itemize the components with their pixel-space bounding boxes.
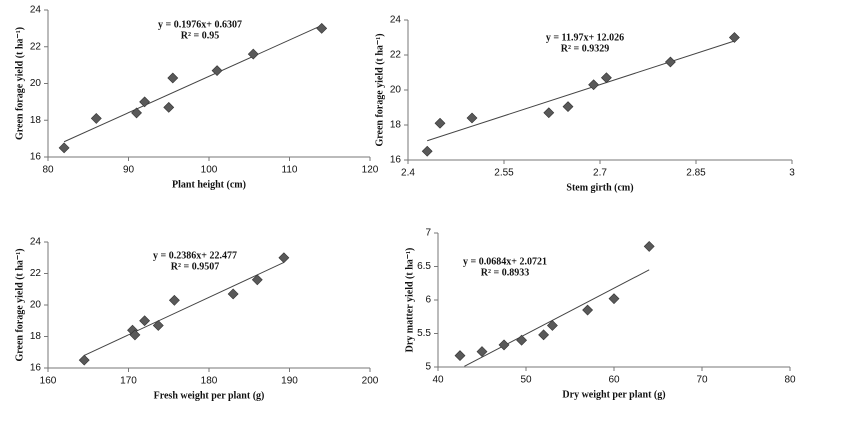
y-tick-label: 24	[390, 15, 402, 26]
y-tick-label: 16	[30, 363, 42, 374]
data-point	[454, 350, 466, 362]
data-point	[421, 145, 433, 157]
annotation: R² = 0.95	[181, 30, 219, 41]
data-point	[608, 293, 620, 305]
x-tick-label: 2.4	[401, 168, 415, 179]
data-point	[168, 294, 180, 306]
data-point	[278, 252, 290, 264]
y-axis-label: Green forage yield (t ha⁻¹)	[14, 27, 25, 140]
x-tick-label: 2.7	[593, 168, 607, 179]
y-tick-label: 24	[30, 5, 42, 16]
annotation: y = 0.0684x+ 2.0721	[463, 256, 547, 267]
data-point	[247, 48, 259, 60]
data-point	[131, 107, 142, 119]
data-point	[664, 56, 676, 68]
x-axis-label: Fresh weight per plant (g)	[154, 390, 265, 401]
data-point	[58, 142, 70, 154]
y-axis-label: Green forage yield (t ha⁻¹)	[374, 33, 385, 146]
annotation: R² = 0.9507	[171, 261, 219, 272]
data-point	[538, 329, 550, 341]
y-tick-label: 16	[30, 152, 42, 163]
data-point	[543, 107, 555, 119]
y-tick-label: 24	[30, 237, 42, 248]
trendline	[464, 269, 650, 367]
x-tick-label: 110	[282, 165, 298, 176]
data-point	[643, 240, 655, 252]
y-tick-label: 22	[30, 41, 42, 52]
data-point	[211, 65, 223, 77]
y-tick-label: 22	[390, 50, 402, 61]
x-tick-label: 40	[432, 375, 444, 386]
trendline	[427, 40, 735, 142]
x-tick-label: 60	[608, 375, 620, 386]
data-point	[546, 320, 558, 331]
trendline	[63, 24, 322, 143]
x-tick-label: 70	[696, 375, 708, 386]
data-point	[251, 274, 263, 286]
x-tick-label: 80	[42, 165, 54, 176]
data-point	[562, 101, 574, 113]
data-point	[434, 117, 446, 129]
data-point	[316, 22, 328, 34]
y-tick-label: 18	[390, 120, 402, 131]
data-point	[466, 112, 478, 124]
data-point	[600, 72, 612, 84]
data-point	[227, 288, 239, 300]
x-axis-label: Dry weight per plant (g)	[562, 389, 665, 400]
y-tick-label: 5.5	[417, 328, 431, 339]
x-tick-label: 80	[784, 375, 796, 386]
x-axis-label: Plant height (cm)	[172, 179, 246, 190]
data-point	[90, 112, 102, 124]
data-point	[516, 334, 528, 346]
y-tick-label: 20	[390, 85, 402, 96]
data-point	[582, 304, 594, 316]
data-point	[78, 354, 90, 366]
data-point	[476, 346, 488, 358]
annotation: R² = 0.8933	[481, 267, 529, 278]
annotation: R² = 0.9329	[561, 43, 609, 54]
annotation: y = 11.97x+ 12.026	[546, 32, 624, 43]
x-axis-label: Stem girth (cm)	[566, 182, 633, 193]
y-tick-label: 5	[425, 362, 431, 373]
data-point	[139, 96, 151, 108]
y-tick-label: 16	[390, 155, 402, 166]
data-point	[139, 315, 151, 327]
data-point	[129, 329, 141, 341]
data-point	[167, 72, 179, 84]
annotation: y = 0.1976x+ 0.6307	[158, 19, 242, 30]
y-tick-label: 20	[30, 78, 42, 89]
y-tick-label: 20	[30, 300, 42, 311]
x-tick-label: 2.55	[494, 168, 514, 179]
trendline	[84, 262, 285, 356]
x-tick-label: 100	[201, 165, 218, 176]
x-tick-label: 170	[120, 376, 137, 387]
x-tick-label: 90	[123, 165, 135, 176]
y-tick-label: 6	[425, 295, 431, 306]
y-tick-label: 6.5	[417, 261, 431, 272]
annotation: y = 0.2386x+ 22.477	[153, 250, 237, 261]
y-tick-label: 22	[30, 268, 42, 279]
x-tick-label: 160	[40, 376, 57, 387]
y-tick-label: 18	[30, 331, 42, 342]
x-tick-label: 190	[281, 376, 298, 387]
y-tick-label: 18	[30, 115, 42, 126]
data-point	[588, 79, 600, 91]
y-axis-label: Dry matter yield (t ha⁻¹)	[404, 248, 415, 353]
x-tick-label: 2.85	[686, 168, 706, 179]
x-tick-label: 50	[520, 375, 532, 386]
data-point	[728, 32, 740, 43]
data-point	[152, 320, 164, 331]
y-axis-label: Green forage yield (t ha⁻¹)	[14, 248, 25, 361]
x-tick-label: 3	[789, 168, 795, 179]
data-point	[498, 339, 510, 351]
y-tick-label: 7	[425, 228, 431, 239]
x-tick-label: 200	[362, 376, 379, 387]
x-tick-label: 120	[362, 165, 379, 176]
data-point	[163, 101, 175, 113]
x-tick-label: 180	[201, 376, 218, 387]
